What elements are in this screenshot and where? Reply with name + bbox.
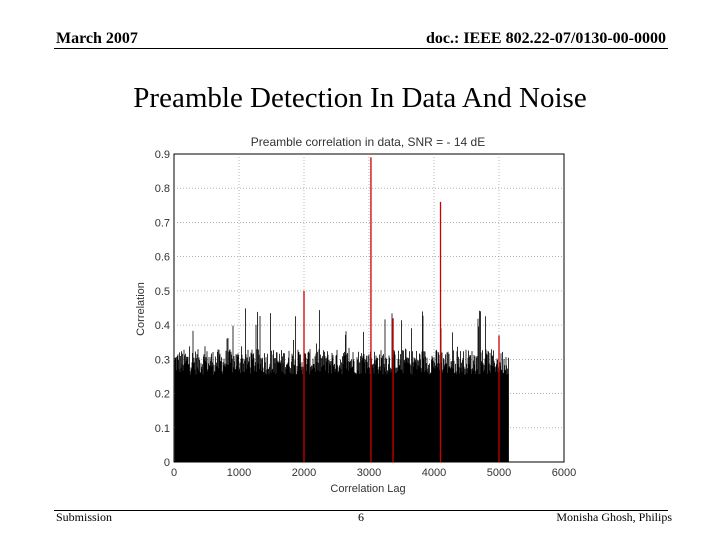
footer-page-number: 6 [358, 510, 364, 524]
noise-band [174, 308, 509, 462]
chart-title: Preamble correlation in data, SNR = - 14… [251, 135, 485, 149]
y-tick-label: 0.4 [155, 320, 170, 332]
x-tick-label: 0 [171, 467, 177, 479]
footer-author: Monisha Ghosh, Philips [556, 510, 672, 524]
y-tick-label: 0.2 [155, 389, 170, 401]
chart-x-axis-label: Correlation Lag [330, 483, 405, 495]
header-doc-id: doc.: IEEE 802.22-07/0130-00-0000 [426, 30, 666, 47]
y-tick-label: 0.6 [155, 252, 170, 264]
x-tick-label: 1000 [227, 467, 251, 479]
y-tick-label: 0.9 [155, 149, 170, 161]
y-tick-label: 0 [164, 457, 170, 469]
y-tick-label: 0.7 [155, 217, 170, 229]
footer-submission: Submission [56, 510, 113, 524]
y-tick-label: 0.3 [155, 354, 170, 366]
header-date: March 2007 [56, 30, 138, 47]
y-tick-label: 0.1 [155, 423, 170, 435]
footer-divider [54, 510, 668, 511]
x-tick-label: 3000 [357, 467, 381, 479]
header-divider [54, 48, 668, 49]
chart-y-axis-label: Correlation [135, 282, 147, 336]
x-tick-label: 6000 [552, 467, 576, 479]
y-tick-label: 0.8 [155, 183, 170, 195]
x-tick-label: 4000 [422, 467, 446, 479]
x-tick-label: 5000 [487, 467, 511, 479]
x-tick-label: 2000 [292, 467, 316, 479]
y-tick-label: 0.5 [155, 286, 170, 298]
slide-title: Preamble Detection In Data And Noise [133, 82, 587, 114]
